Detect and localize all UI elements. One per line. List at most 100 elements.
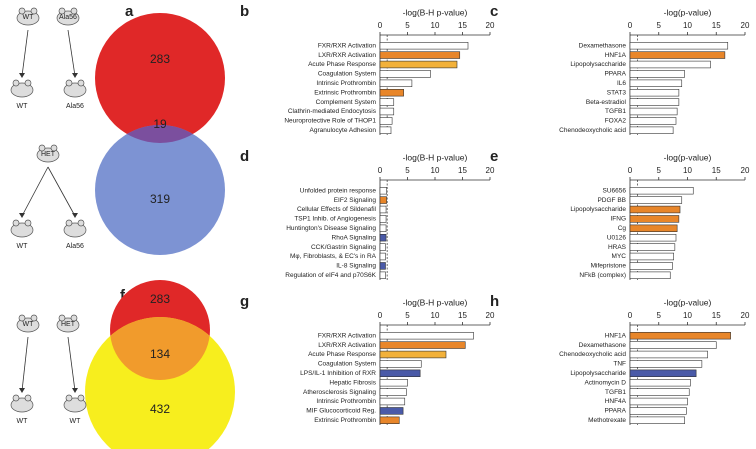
mouse-body bbox=[63, 397, 87, 413]
mouse-ear bbox=[58, 314, 66, 322]
category-label: TGFB1 bbox=[605, 389, 626, 396]
axis-title: -log(B-H p-value) bbox=[403, 297, 468, 307]
category-label: Intrinsic Prothrombin bbox=[316, 398, 376, 405]
bar bbox=[629, 98, 680, 106]
bar bbox=[629, 397, 688, 406]
child-label: WT bbox=[17, 418, 29, 425]
category-label: Neuroprotective Role of THOP1 bbox=[284, 118, 376, 125]
parent-label: WT bbox=[23, 14, 35, 21]
category-label: RhoA Signaling bbox=[332, 234, 377, 241]
category-label: Extrinsic Prothrombin bbox=[314, 417, 376, 424]
category-label: STAT3 bbox=[607, 89, 627, 96]
parent-label: HET bbox=[61, 321, 76, 328]
child-label: WT bbox=[17, 103, 29, 110]
mouse-ear bbox=[30, 7, 38, 15]
bar bbox=[629, 89, 680, 97]
bar bbox=[379, 378, 408, 387]
category-label: IL6 bbox=[617, 80, 626, 87]
mouse-body bbox=[10, 222, 34, 238]
category-label: Lipopolysaccharide bbox=[570, 370, 626, 377]
mouse-body bbox=[63, 222, 87, 238]
bar bbox=[629, 271, 671, 279]
category-label: PPARA bbox=[604, 408, 626, 415]
count-label: 19 bbox=[153, 117, 167, 131]
x-tick-label: 0 bbox=[378, 311, 383, 320]
bar bbox=[379, 126, 392, 135]
category-label: Coagulation System bbox=[318, 71, 376, 78]
arrow-head bbox=[72, 388, 78, 393]
bar bbox=[629, 252, 675, 261]
bar bbox=[629, 107, 678, 116]
panel-letter: d bbox=[240, 148, 249, 165]
mouse-body bbox=[56, 317, 80, 333]
bar bbox=[379, 98, 395, 106]
count-label: 432 bbox=[150, 402, 170, 416]
bar bbox=[629, 60, 711, 69]
bar bbox=[379, 224, 387, 232]
count-label: 319 bbox=[150, 192, 170, 206]
x-tick-label: 20 bbox=[741, 21, 750, 30]
bar bbox=[629, 350, 708, 359]
category-label: Agranulocyte Adhesion bbox=[310, 127, 377, 134]
category-label: Beta-estradiol bbox=[586, 99, 627, 106]
x-tick-label: 0 bbox=[628, 21, 633, 30]
bar bbox=[629, 378, 691, 387]
mouse-ear bbox=[77, 219, 85, 227]
bar bbox=[629, 51, 726, 59]
bar bbox=[379, 360, 422, 368]
arrow bbox=[21, 29, 29, 77]
mouse-ear bbox=[38, 144, 46, 152]
bar bbox=[629, 117, 677, 125]
x-tick-label: 5 bbox=[405, 166, 410, 175]
category-label: IL-8 Signaling bbox=[336, 263, 376, 270]
category-label: Cellular Effects of Sildenafil bbox=[297, 206, 377, 213]
mouse-body bbox=[10, 82, 34, 98]
category-label: Chenodeoxycholic acid bbox=[559, 127, 626, 134]
mouse-ear bbox=[65, 219, 73, 227]
x-tick-label: 5 bbox=[405, 21, 410, 30]
category-label: Extrinsic Prothrombin bbox=[314, 89, 376, 96]
set-circle bbox=[95, 13, 225, 143]
bar bbox=[629, 196, 683, 204]
arrow bbox=[21, 166, 49, 217]
x-tick-label: 15 bbox=[458, 311, 467, 320]
panel-letter: a bbox=[125, 3, 134, 20]
bar bbox=[379, 341, 466, 349]
x-tick-label: 10 bbox=[683, 166, 692, 175]
x-tick-label: 15 bbox=[712, 311, 721, 320]
category-label: Dexamethasone bbox=[579, 42, 627, 49]
mouse-body bbox=[36, 147, 60, 163]
x-tick-label: 10 bbox=[683, 311, 692, 320]
category-label: FOXA2 bbox=[605, 118, 627, 125]
x-tick-label: 15 bbox=[712, 166, 721, 175]
mouse-ear bbox=[30, 314, 38, 322]
category-label: PPARA bbox=[604, 71, 626, 78]
arrow-head bbox=[72, 73, 78, 78]
x-tick-label: 5 bbox=[657, 21, 662, 30]
x-tick-label: 20 bbox=[741, 166, 750, 175]
category-label: Mφ, Fibroblasts, & EC's in RA bbox=[290, 253, 377, 260]
category-label: EIF2 Signaling bbox=[334, 197, 377, 204]
parent-label: Ala56 bbox=[59, 14, 77, 21]
child-label: Ala56 bbox=[66, 103, 84, 110]
bar bbox=[629, 360, 703, 368]
x-tick-label: 20 bbox=[486, 311, 495, 320]
category-label: Intrinsic Prothrombin bbox=[316, 80, 376, 87]
mouse-body bbox=[63, 82, 87, 98]
bar bbox=[379, 70, 431, 78]
bar bbox=[379, 51, 461, 59]
category-label: HRAS bbox=[608, 244, 627, 251]
bar bbox=[629, 224, 678, 232]
bar bbox=[379, 187, 387, 195]
bar bbox=[629, 41, 729, 50]
x-tick-label: 5 bbox=[405, 311, 410, 320]
category-label: CCK/Gastrin Signaling bbox=[311, 244, 376, 251]
bar bbox=[379, 89, 404, 97]
bar bbox=[379, 262, 386, 270]
bar bbox=[379, 271, 386, 279]
panel-letter: h bbox=[490, 293, 499, 310]
category-label: Actinomycin D bbox=[584, 379, 626, 386]
mouse-ear bbox=[12, 219, 20, 227]
mouse-ear bbox=[12, 79, 20, 87]
